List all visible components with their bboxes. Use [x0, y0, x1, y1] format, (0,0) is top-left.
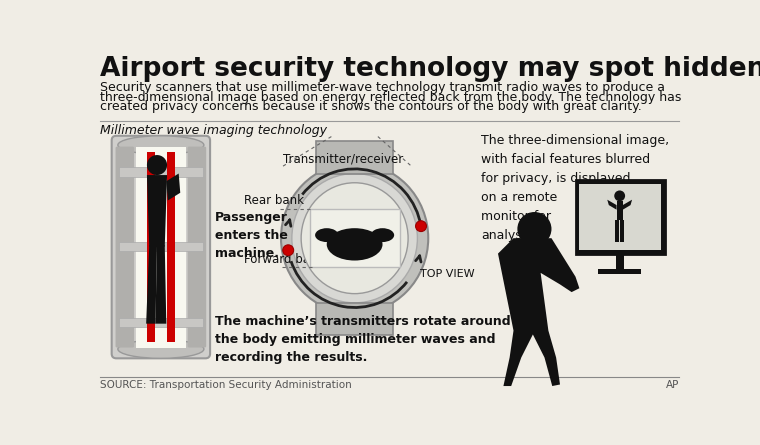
Text: SOURCE: Transportation Security Administration: SOURCE: Transportation Security Administ… — [100, 380, 351, 390]
Bar — [579, 184, 660, 250]
Circle shape — [147, 155, 167, 175]
Circle shape — [518, 212, 552, 246]
Text: Millimeter wave imaging technology: Millimeter wave imaging technology — [100, 124, 327, 137]
Polygon shape — [147, 175, 167, 247]
FancyBboxPatch shape — [575, 181, 665, 254]
Bar — [119, 318, 203, 327]
Bar — [147, 152, 155, 342]
Ellipse shape — [118, 136, 204, 154]
Bar — [136, 146, 185, 348]
Bar — [167, 152, 175, 342]
FancyBboxPatch shape — [188, 146, 206, 348]
Bar — [615, 220, 619, 242]
Ellipse shape — [281, 163, 428, 314]
Circle shape — [416, 221, 426, 231]
Text: created privacy concerns because it shows the contours of the body with great cl: created privacy concerns because it show… — [100, 101, 641, 113]
Polygon shape — [498, 238, 579, 386]
Text: three-dimensional image based on energy reflected back from the body. The techno: three-dimensional image based on energy … — [100, 91, 681, 104]
Bar — [598, 269, 641, 274]
Text: AP: AP — [666, 380, 679, 390]
Text: Transmitter/receiver: Transmitter/receiver — [283, 153, 403, 166]
Polygon shape — [166, 174, 180, 200]
Text: Forward bank: Forward bank — [244, 253, 325, 266]
Ellipse shape — [315, 228, 338, 242]
Polygon shape — [156, 245, 166, 324]
Bar — [309, 209, 400, 267]
Ellipse shape — [292, 174, 417, 303]
Bar — [316, 303, 394, 335]
Text: The three-dimensional image,
with facial features blurred
for privacy, is displa: The three-dimensional image, with facial… — [481, 134, 669, 242]
Polygon shape — [607, 200, 616, 210]
Bar — [620, 220, 624, 242]
Ellipse shape — [327, 228, 382, 260]
Bar — [616, 254, 623, 269]
Ellipse shape — [118, 340, 204, 358]
Text: Airport security technology may spot hidden explosives: Airport security technology may spot hid… — [100, 57, 760, 82]
Text: The machine’s transmitters rotate around
the body emitting millimeter waves and
: The machine’s transmitters rotate around… — [215, 315, 511, 364]
Bar — [616, 201, 622, 220]
Text: Security scanners that use millimeter-wave technology transmit radio waves to pr: Security scanners that use millimeter-wa… — [100, 81, 665, 94]
Bar — [119, 242, 203, 251]
FancyBboxPatch shape — [112, 136, 210, 358]
Ellipse shape — [301, 183, 408, 294]
FancyBboxPatch shape — [116, 146, 134, 348]
Polygon shape — [622, 200, 632, 210]
Circle shape — [614, 190, 625, 201]
Bar — [316, 141, 394, 174]
Ellipse shape — [371, 228, 394, 242]
Text: TOP VIEW: TOP VIEW — [420, 269, 475, 279]
Polygon shape — [146, 245, 157, 324]
Text: Passenger
enters the
machine.: Passenger enters the machine. — [215, 211, 288, 260]
Text: Rear bank: Rear bank — [244, 194, 304, 207]
Circle shape — [283, 245, 293, 255]
Bar — [119, 167, 203, 177]
